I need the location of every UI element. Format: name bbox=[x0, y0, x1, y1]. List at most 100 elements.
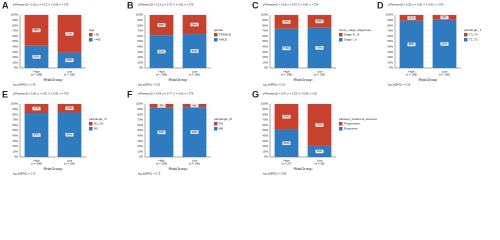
legend-swatch bbox=[214, 122, 218, 126]
value-label: 26% bbox=[284, 20, 290, 24]
legend-label: N0 bbox=[94, 127, 98, 131]
panel-label: A bbox=[2, 0, 9, 10]
panel-label: B bbox=[127, 0, 134, 10]
label-box bbox=[282, 114, 291, 119]
y-tick-label: 40% bbox=[262, 45, 268, 49]
legend-title: Age bbox=[89, 28, 95, 32]
caption: log_e(BF01) = 2.75 bbox=[138, 172, 161, 176]
category-count: (n = 190) bbox=[64, 73, 75, 77]
caption: log_e(BF01) = -0.89 bbox=[263, 172, 287, 176]
x-tick-label: High bbox=[33, 158, 40, 162]
label-box bbox=[65, 106, 74, 111]
y-tick-label: 0% bbox=[139, 155, 144, 159]
caption: log_e(BF01) = 2.61 bbox=[138, 83, 161, 87]
x-tick-label: Low bbox=[442, 69, 448, 73]
y-tick-label: 10% bbox=[137, 149, 143, 153]
y-tick-label: 40% bbox=[262, 134, 268, 138]
y-tick-label: 100% bbox=[136, 13, 144, 17]
value-label: 76% bbox=[317, 46, 323, 50]
category-count: (n = 190) bbox=[314, 73, 325, 77]
label-box bbox=[190, 103, 199, 108]
y-tick-label: 40% bbox=[137, 45, 143, 49]
legend-swatch bbox=[89, 122, 93, 126]
y-tick-label: 90% bbox=[137, 107, 143, 111]
y-tick-label: 100% bbox=[11, 13, 19, 17]
caption: log_e(BF01) = 2.70 bbox=[13, 172, 36, 176]
y-tick-label: 30% bbox=[137, 139, 143, 143]
y-tick-label: 20% bbox=[387, 55, 393, 59]
x-tick-label: Low bbox=[192, 69, 198, 73]
label-box bbox=[32, 55, 41, 59]
legend-label: M0 bbox=[219, 127, 223, 131]
y-tick-label: 50% bbox=[137, 128, 143, 132]
value-label: 91% bbox=[442, 42, 448, 46]
y-tick-label: 20% bbox=[262, 55, 268, 59]
y-tick-label: 70% bbox=[262, 118, 268, 122]
category-count: (n = 35) bbox=[315, 162, 325, 166]
y-tick-label: 90% bbox=[12, 107, 18, 111]
y-tick-label: 80% bbox=[387, 23, 393, 27]
y-tick-label: 50% bbox=[262, 128, 268, 132]
y-tick-label: 50% bbox=[387, 39, 393, 43]
category-count: (n = 189) bbox=[406, 73, 417, 77]
category-count: (n = 189) bbox=[156, 162, 167, 166]
label-box bbox=[65, 132, 74, 137]
y-tick-label: 0% bbox=[14, 66, 19, 70]
label-box bbox=[32, 133, 41, 137]
panel-label: C bbox=[252, 0, 259, 10]
y-tick-label: 60% bbox=[12, 123, 18, 127]
y-tick-label: 60% bbox=[137, 123, 143, 127]
x-tick-label: High bbox=[158, 158, 165, 162]
y-tick-label: 50% bbox=[12, 128, 18, 132]
legend-swatch bbox=[214, 127, 218, 131]
subtitle: χ²Pearson(1) = 4.87, p = 0.03, V = 0.28,… bbox=[263, 92, 317, 96]
legend-title: pathologic_M bbox=[214, 117, 232, 121]
y-tick-label: 0% bbox=[389, 66, 394, 70]
y-tick-label: 40% bbox=[12, 45, 18, 49]
y-tick-label: 90% bbox=[262, 18, 268, 22]
legend-swatch bbox=[339, 127, 343, 131]
legend-title: pathologic_T bbox=[464, 28, 481, 32]
y-tick-label: 60% bbox=[262, 34, 268, 38]
value-label: 74% bbox=[284, 46, 290, 50]
value-label: 52% bbox=[284, 141, 290, 145]
legend-swatch bbox=[214, 33, 218, 37]
value-label: 11% bbox=[409, 16, 415, 20]
legend-title: pathologic_N bbox=[89, 117, 107, 121]
value-label: 58% bbox=[34, 28, 40, 32]
value-label: 93% bbox=[159, 130, 165, 134]
label-box bbox=[440, 15, 449, 20]
label-box bbox=[32, 106, 41, 111]
value-label: 9% bbox=[442, 15, 447, 19]
legend-swatch bbox=[214, 38, 218, 42]
y-tick-label: 10% bbox=[262, 60, 268, 64]
y-tick-label: 0% bbox=[264, 155, 269, 159]
panel-label: G bbox=[252, 89, 259, 99]
y-tick-label: 100% bbox=[261, 13, 269, 17]
subtitle: χ²Pearson(1) = 0.12, p = 0.73, V = 0.00,… bbox=[138, 3, 194, 7]
category-count: (n = 190) bbox=[189, 73, 200, 77]
subtitle: χ²Pearson(1) = 0.05, p = 0.82, V = 0.00,… bbox=[13, 92, 69, 96]
legend-title: followup_treatment_success bbox=[339, 117, 377, 121]
x-axis-title: RiskGroup bbox=[419, 77, 439, 82]
legend-label: Response bbox=[344, 127, 358, 131]
y-tick-label: 70% bbox=[262, 29, 268, 33]
x-tick-label: High bbox=[283, 158, 290, 162]
label-box bbox=[65, 58, 74, 63]
value-label: 94% bbox=[192, 130, 198, 134]
y-tick-label: 40% bbox=[12, 134, 18, 138]
y-tick-label: 60% bbox=[12, 34, 18, 38]
y-tick-label: 60% bbox=[262, 123, 268, 127]
legend-swatch bbox=[89, 33, 93, 37]
label-box bbox=[282, 141, 291, 146]
x-tick-label: High bbox=[283, 69, 290, 73]
legend-label: Stage I_II bbox=[344, 38, 357, 42]
label-box bbox=[157, 49, 166, 54]
value-label: 36% bbox=[192, 22, 198, 26]
x-axis-title: RiskGroup bbox=[169, 77, 189, 82]
y-tick-label: 80% bbox=[137, 23, 143, 27]
y-tick-label: 80% bbox=[262, 23, 268, 27]
category-count: (n = 189) bbox=[281, 73, 292, 77]
x-axis-title: RiskGroup bbox=[294, 166, 314, 171]
x-tick-label: Low bbox=[317, 69, 323, 73]
